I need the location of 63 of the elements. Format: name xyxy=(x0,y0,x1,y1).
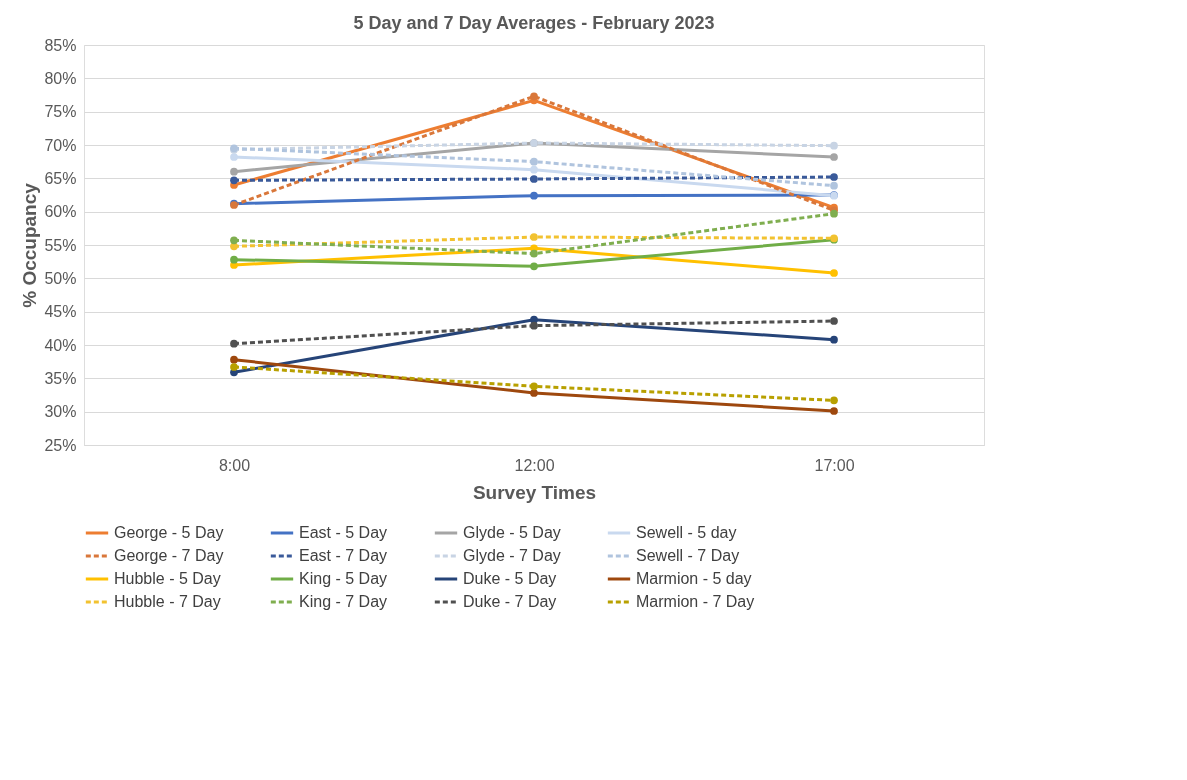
point xyxy=(230,167,238,176)
point xyxy=(230,176,238,185)
legend-label: King - 7 Day xyxy=(299,593,388,610)
x-tick-label: 12:00 xyxy=(514,456,555,474)
point xyxy=(530,382,538,391)
point xyxy=(530,321,538,330)
point xyxy=(230,339,238,348)
legend-label: Hubble - 5 Day xyxy=(114,570,221,587)
x-tick-label: 17:00 xyxy=(814,456,855,474)
point xyxy=(530,191,538,200)
y-tick-label: 55% xyxy=(44,236,77,254)
point xyxy=(830,396,838,405)
legend-label: Marmion - 7 Day xyxy=(636,593,755,610)
x-axis-title: Survey Times xyxy=(472,481,597,503)
point xyxy=(530,175,538,183)
point xyxy=(530,233,538,241)
y-tick-label: 60% xyxy=(44,203,77,221)
chart-title: 5 Day and 7 Day Averages - February 2023 xyxy=(353,13,715,33)
point xyxy=(530,389,538,397)
y-tick-label: 85% xyxy=(44,36,77,54)
legend-label: Marmion - 5 day xyxy=(636,570,752,587)
y-tick-label: 80% xyxy=(44,69,77,87)
point xyxy=(530,157,538,166)
legend-label: Sewell - 5 day xyxy=(636,524,737,541)
point xyxy=(830,317,838,325)
point xyxy=(530,165,538,174)
y-tick-label: 50% xyxy=(44,269,77,287)
point xyxy=(530,262,538,271)
y-tick-label: 30% xyxy=(44,403,77,421)
legend-label: Glyde - 7 Day xyxy=(463,547,561,564)
point xyxy=(830,181,838,190)
legend-label: Glyde - 5 Day xyxy=(463,524,561,541)
point xyxy=(530,92,538,101)
point xyxy=(830,141,838,150)
point xyxy=(830,153,838,161)
y-tick-label: 35% xyxy=(44,369,77,387)
y-tick-label: 65% xyxy=(44,169,77,187)
legend-label: East - 7 Day xyxy=(299,547,388,564)
point xyxy=(230,363,238,371)
point xyxy=(830,269,838,277)
point xyxy=(230,153,238,161)
y-tick-label: 40% xyxy=(44,336,77,354)
legend-label: East - 5 Day xyxy=(299,524,388,541)
legend-label: Duke - 7 Day xyxy=(463,593,557,610)
legend-label: Duke - 5 Day xyxy=(463,570,557,587)
legend-label: Sewell - 7 Day xyxy=(636,547,740,564)
point xyxy=(230,236,238,245)
y-tick-label: 45% xyxy=(44,303,77,321)
y-tick-label: 70% xyxy=(44,136,77,154)
legend-label: Hubble - 7 Day xyxy=(114,593,221,610)
point xyxy=(830,335,838,344)
point xyxy=(530,249,538,258)
point xyxy=(830,407,838,415)
point xyxy=(230,355,238,364)
point xyxy=(830,173,838,181)
x-tick-label: 8:00 xyxy=(218,456,251,474)
y-tick-label: 75% xyxy=(44,103,77,121)
y-tick-label: 25% xyxy=(44,436,77,454)
legend-label: George - 7 Day xyxy=(114,547,224,564)
legend-label: George - 5 Day xyxy=(114,524,224,541)
y-axis-title: % Occupancy xyxy=(19,182,41,308)
point xyxy=(230,255,238,264)
legend-label: King - 5 Day xyxy=(299,570,388,587)
